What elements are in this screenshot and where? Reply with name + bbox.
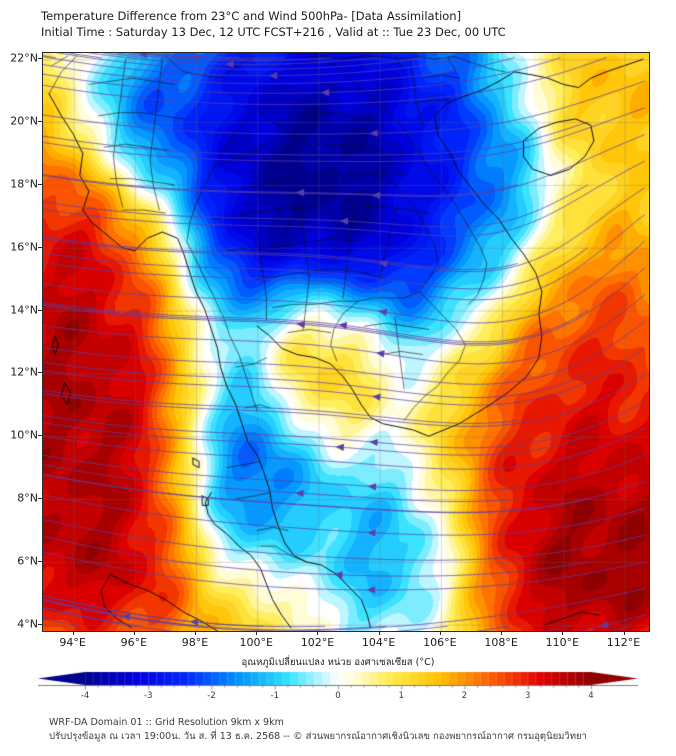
y-axis-tick-label: 12°N bbox=[10, 365, 38, 379]
x-axis-tick-label: 110°E bbox=[545, 636, 580, 649]
footer-line-2: ปรับปรุงข้อมูล ณ เวลา 19:00น. วัน ส. ที่… bbox=[49, 731, 587, 742]
x-axis-tick-mark bbox=[623, 631, 625, 635]
y-axis-tick-label: 22°N bbox=[10, 51, 38, 65]
x-axis-tick-mark bbox=[133, 631, 135, 635]
chart-title-line-2: Initial Time : Saturday 13 Dec, 12 UTC F… bbox=[41, 25, 506, 39]
x-axis-tick-mark bbox=[72, 631, 74, 635]
y-axis-tick-label: 18°N bbox=[10, 177, 38, 191]
y-axis-tick-mark bbox=[38, 498, 42, 500]
x-axis-tick-label: 108°E bbox=[484, 636, 518, 649]
y-axis-tick-mark bbox=[38, 183, 42, 185]
y-axis-tick-mark bbox=[38, 121, 42, 123]
colorbar-tick-label: -1 bbox=[270, 691, 279, 701]
y-axis-tick-label: 10°N bbox=[10, 428, 38, 442]
chart-title-block: Temperature Difference from 23°C and Win… bbox=[41, 8, 641, 40]
x-axis-tick-mark bbox=[195, 631, 197, 635]
chart-title-line-1: Temperature Difference from 23°C and Win… bbox=[41, 9, 462, 23]
x-axis-tick-label: 96°E bbox=[120, 636, 148, 649]
colorbar-tick-label: 3 bbox=[525, 691, 531, 701]
map-plot-area[interactable] bbox=[42, 52, 650, 632]
y-axis-tick-label: 16°N bbox=[10, 240, 38, 254]
colorbar-gradient bbox=[0, 669, 676, 691]
y-axis-tick-mark bbox=[38, 560, 42, 562]
x-axis-tick-mark bbox=[439, 631, 441, 635]
x-axis-tick-label: 94°E bbox=[59, 636, 86, 649]
x-axis-tick-label: 104°E bbox=[361, 636, 396, 649]
colorbar-tick-label: 4 bbox=[588, 691, 594, 701]
x-axis-tick-mark bbox=[378, 631, 380, 635]
colorbar-tick-label: 2 bbox=[461, 691, 468, 701]
x-axis-tick-label: 102°E bbox=[300, 636, 335, 649]
colorbar: อุณหภูมิเปลี่ยนแปลง หน่วย องศาเซลเซียส (… bbox=[0, 655, 676, 707]
colorbar-tick-label: 0 bbox=[335, 691, 341, 701]
colorbar-tick-label: 1 bbox=[398, 691, 404, 701]
x-axis-tick-mark bbox=[256, 631, 258, 635]
x-axis-tick-mark bbox=[562, 631, 564, 635]
y-axis-tick-mark bbox=[38, 58, 42, 60]
colorbar-label: อุณหภูมิเปลี่ยนแปลง หน่วย องศาเซลเซียส (… bbox=[241, 657, 435, 668]
footer-block: WRF-DA Domain 01 :: Grid Resolution 9km … bbox=[49, 716, 669, 744]
x-axis-tick-label: 112°E bbox=[606, 636, 641, 649]
y-axis-tick-label: 14°N bbox=[10, 303, 38, 317]
x-axis-tick-label: 100°E bbox=[239, 636, 273, 649]
y-axis-tick-mark bbox=[38, 372, 42, 374]
x-axis-tick-label: 106°E bbox=[423, 636, 457, 649]
y-axis-labels: 4°N 6°N 8°N 10°N 12°N 14°N 16°N 18°N 20°N 22°N bbox=[0, 0, 38, 756]
x-axis-tick-label: 98°E bbox=[181, 636, 209, 649]
y-axis-tick-label: 20°N bbox=[10, 114, 38, 128]
temperature-field-canvas bbox=[43, 53, 649, 631]
colorbar-tick-label: -2 bbox=[207, 691, 216, 701]
y-axis-tick-mark bbox=[38, 435, 42, 437]
colorbar-tick-label: -3 bbox=[144, 691, 153, 701]
y-axis-tick-mark bbox=[38, 309, 42, 311]
y-axis-tick-mark bbox=[38, 246, 42, 248]
x-axis-tick-mark bbox=[501, 631, 503, 635]
y-axis-tick-mark bbox=[38, 623, 42, 625]
y-axis-tick-label: 4°N bbox=[17, 617, 38, 631]
x-axis-tick-mark bbox=[317, 631, 319, 635]
y-axis-tick-label: 8°N bbox=[17, 491, 38, 505]
footer-line-1: WRF-DA Domain 01 :: Grid Resolution 9km … bbox=[49, 717, 284, 728]
colorbar-tick-label: -4 bbox=[80, 691, 90, 701]
y-axis-tick-label: 6°N bbox=[17, 554, 38, 568]
